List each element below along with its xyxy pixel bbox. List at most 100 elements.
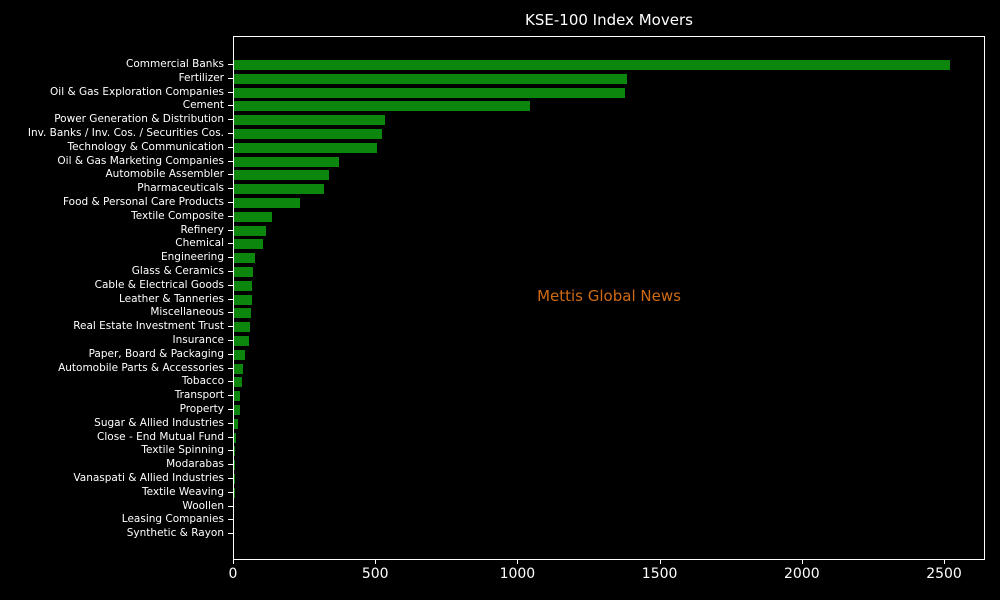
y-tick (228, 519, 233, 521)
x-tick-label: 0 (228, 566, 238, 582)
y-axis-label: Textile Spinning (141, 444, 224, 457)
bar (234, 225, 266, 236)
bar (234, 198, 300, 208)
y-axis-label: Fertilizer (178, 71, 224, 84)
bar (234, 349, 245, 360)
bar (234, 253, 256, 264)
bar (234, 432, 236, 443)
x-tick (375, 560, 377, 564)
y-axis-label: Technology & Communication (67, 140, 224, 153)
y-axis-label: Miscellaneous (150, 306, 224, 319)
bar (234, 322, 250, 333)
bar (234, 391, 240, 402)
y-axis-label: Engineering (161, 251, 224, 264)
y-tick (228, 174, 233, 176)
y-axis-label: Oil & Gas Marketing Companies (57, 154, 224, 167)
bar (234, 377, 242, 388)
x-tick-label: 1500 (641, 566, 678, 582)
x-tick-label: 2000 (784, 566, 820, 582)
y-tick (228, 340, 233, 341)
y-axis-label: Cement (182, 99, 224, 112)
y-tick (228, 409, 233, 410)
y-axis-label: Synthetic & Rayon (126, 527, 224, 540)
bar (234, 280, 253, 291)
y-axis-label: Automobile Assembler (105, 168, 225, 181)
bar (234, 129, 383, 139)
x-tick (801, 560, 803, 564)
y-tick (228, 450, 233, 452)
y-axis-label: Refinery (180, 223, 224, 236)
y-tick (228, 381, 233, 383)
bar (234, 156, 340, 167)
y-tick (228, 77, 233, 79)
x-tick-label: 2500 (926, 566, 962, 582)
y-axis-label: Modarabas (166, 458, 224, 471)
x-tick-label: 1000 (499, 566, 536, 582)
y-axis-label: Paper, Board & Packaging (88, 347, 224, 360)
y-axis-label: Oil & Gas Exploration Companies (50, 85, 224, 98)
y-tick (228, 271, 233, 272)
bar (234, 184, 325, 195)
y-tick (228, 353, 233, 355)
bar (234, 267, 254, 277)
y-axis-label: Pharmaceuticals (137, 182, 224, 195)
y-tick (228, 491, 233, 493)
y-tick (228, 395, 233, 397)
y-tick (228, 105, 233, 107)
y-tick (228, 146, 233, 148)
y-axis-label: Power Generation & Distribution (54, 113, 224, 126)
bar (234, 73, 627, 84)
y-axis-label: Tobacco (181, 375, 224, 388)
bar (234, 211, 272, 222)
bar (234, 308, 252, 319)
y-axis-label: Chemical (175, 237, 224, 250)
y-axis-label: Commercial Banks (126, 58, 224, 70)
y-tick (228, 312, 233, 314)
y-axis-label: Sugar & Allied Industries (94, 416, 224, 429)
y-tick (228, 505, 233, 507)
y-tick (228, 133, 233, 134)
y-tick (228, 243, 233, 245)
watermark-text: Mettis Global News (537, 287, 681, 305)
y-axis-label: Real Estate Investment Trust (73, 320, 224, 333)
y-axis-label: Insurance (172, 334, 224, 346)
y-axis-label: Inv. Banks / Inv. Cos. / Securities Cos. (27, 127, 224, 139)
y-tick (228, 298, 233, 300)
x-tick (659, 560, 661, 564)
y-tick (228, 64, 233, 65)
y-axis-label: Vanaspati & Allied Industries (73, 472, 224, 484)
y-tick (228, 464, 233, 466)
y-axis-label: Food & Personal Care Products (62, 196, 224, 208)
y-axis-label: Leather & Tanneries (118, 292, 224, 305)
y-axis-label: Textile Composite (131, 209, 224, 222)
bar (234, 239, 263, 250)
y-tick (228, 326, 233, 328)
y-tick (228, 533, 233, 535)
bar (234, 142, 378, 153)
y-axis-label: Transport (174, 389, 224, 402)
bar (234, 418, 238, 429)
bar (234, 101, 530, 112)
y-axis-label: Woollen (182, 499, 224, 512)
y-tick (228, 436, 233, 438)
y-axis-label: Property (179, 403, 224, 415)
bar (234, 446, 235, 457)
y-tick (228, 91, 233, 93)
bar (234, 363, 244, 374)
bar (234, 405, 240, 415)
plot-area (233, 36, 985, 560)
y-axis-label: Close - End Mutual Fund (97, 430, 224, 443)
y-tick (228, 119, 233, 121)
y-tick (228, 422, 233, 424)
y-axis-label: Glass & Ceramics (131, 265, 224, 277)
y-tick (228, 215, 233, 217)
y-axis-label: Automobile Parts & Accessories (58, 361, 224, 374)
bar (234, 60, 950, 70)
y-tick (228, 478, 233, 479)
y-axis-label: Leasing Companies (121, 513, 224, 526)
bar (234, 170, 329, 181)
bar (234, 336, 249, 346)
bar (234, 294, 252, 305)
y-tick (228, 229, 233, 231)
